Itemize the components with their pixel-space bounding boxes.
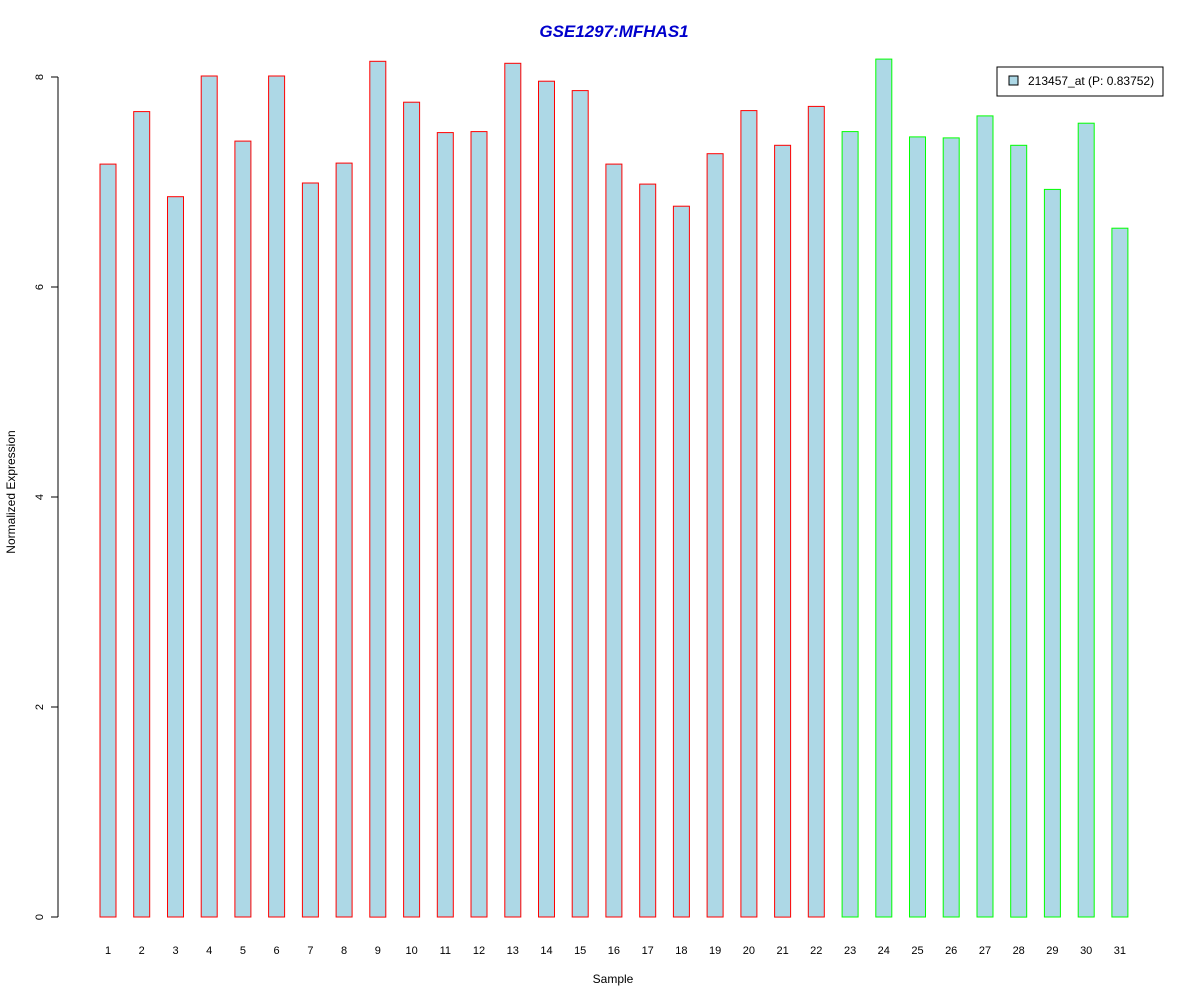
bar-sample-14 xyxy=(538,80,555,918)
bar-sample-27 xyxy=(976,115,994,918)
x-tick-label: 22 xyxy=(810,945,822,957)
x-tick-label: 5 xyxy=(240,945,246,957)
x-tick-labels: 1 2 3 4 5 6 7 8 9 10 11 12 13 14 15 16 17 18 19 20 21 22 23 24 2… xyxy=(105,945,1126,957)
bar-sample-30 xyxy=(1077,122,1095,918)
y-tick-label: 8 xyxy=(34,74,46,80)
x-tick-label: 17 xyxy=(642,945,654,957)
legend: 213457_at (P: 0.83752) xyxy=(996,66,1164,97)
bar-sample-11 xyxy=(436,132,454,918)
x-tick-label: 31 xyxy=(1114,945,1126,957)
x-tick-label: 12 xyxy=(473,945,485,957)
x-tick-label: 13 xyxy=(507,945,519,957)
bar-sample-19 xyxy=(706,153,724,918)
bar-sample-2 xyxy=(133,111,151,918)
x-tick-label: 16 xyxy=(608,945,620,957)
x-tick-label: 19 xyxy=(709,945,721,957)
chart-title: GSE1297:MFHAS1 xyxy=(539,22,688,41)
bar-sample-17 xyxy=(639,183,657,918)
x-tick-label: 24 xyxy=(878,945,890,957)
x-tick-label: 7 xyxy=(307,945,313,957)
bar-sample-13 xyxy=(504,62,522,918)
bar-sample-12 xyxy=(470,131,488,918)
x-tick-label: 25 xyxy=(911,945,923,957)
x-tick-label: 11 xyxy=(440,945,451,957)
bar-sample-7 xyxy=(301,182,319,918)
x-tick-label: 6 xyxy=(274,945,280,957)
x-tick-label: 15 xyxy=(574,945,586,957)
bar-sample-22 xyxy=(807,105,825,918)
legend-label: 213457_at (P: 0.83752) xyxy=(1028,74,1154,88)
x-tick-label: 4 xyxy=(206,945,212,957)
bar-sample-3 xyxy=(167,196,184,918)
bar-sample-20 xyxy=(740,110,758,918)
bar-sample-15 xyxy=(571,90,589,918)
x-tick-label: 21 xyxy=(776,945,788,957)
x-tick-label: 3 xyxy=(172,945,178,957)
x-tick-label: 9 xyxy=(375,945,381,957)
y-tick-label: 4 xyxy=(34,494,46,500)
x-tick-label: 2 xyxy=(139,945,145,957)
y-tick-label: 6 xyxy=(34,284,46,290)
bar-sample-9 xyxy=(369,60,387,918)
x-tick-label: 8 xyxy=(341,945,347,957)
x-tick-label: 18 xyxy=(675,945,687,957)
bar-sample-23 xyxy=(841,131,859,918)
bar-sample-10 xyxy=(403,101,421,918)
legend-box xyxy=(996,66,1164,97)
y-axis: 0 2 4 6 8 xyxy=(34,74,59,920)
bar-sample-24 xyxy=(875,58,893,918)
x-tick-label: 20 xyxy=(743,945,755,957)
x-tick-label: 27 xyxy=(979,945,991,957)
bar-sample-5 xyxy=(234,140,252,918)
x-tick-label: 23 xyxy=(844,945,856,957)
x-axis-label: Sample xyxy=(593,972,634,986)
bar-sample-6 xyxy=(268,75,286,918)
y-tick-label: 2 xyxy=(34,704,46,710)
x-tick-label: 1 xyxy=(105,945,111,957)
y-tick-label: 0 xyxy=(34,914,46,920)
x-tick-label: 14 xyxy=(540,945,552,957)
x-tick-label: 29 xyxy=(1046,945,1058,957)
bar-sample-28 xyxy=(1010,144,1028,918)
bars xyxy=(99,58,1129,918)
x-tick-label: 26 xyxy=(945,945,957,957)
legend-swatch xyxy=(1008,75,1019,86)
bar-sample-16 xyxy=(605,163,623,918)
y-axis-label: Normalized Expression xyxy=(4,430,18,553)
x-tick-label: 10 xyxy=(405,945,417,957)
bar-sample-31 xyxy=(1111,227,1129,918)
bar-sample-21 xyxy=(774,144,792,918)
bar-sample-18 xyxy=(672,205,690,918)
bar-sample-8 xyxy=(335,162,353,918)
bar-sample-1 xyxy=(99,163,117,918)
bar-sample-4 xyxy=(200,75,218,918)
bar-sample-26 xyxy=(942,137,960,918)
x-tick-label: 28 xyxy=(1013,945,1025,957)
bar-sample-25 xyxy=(909,136,926,918)
bar-sample-29 xyxy=(1043,188,1061,918)
x-tick-label: 30 xyxy=(1080,945,1092,957)
